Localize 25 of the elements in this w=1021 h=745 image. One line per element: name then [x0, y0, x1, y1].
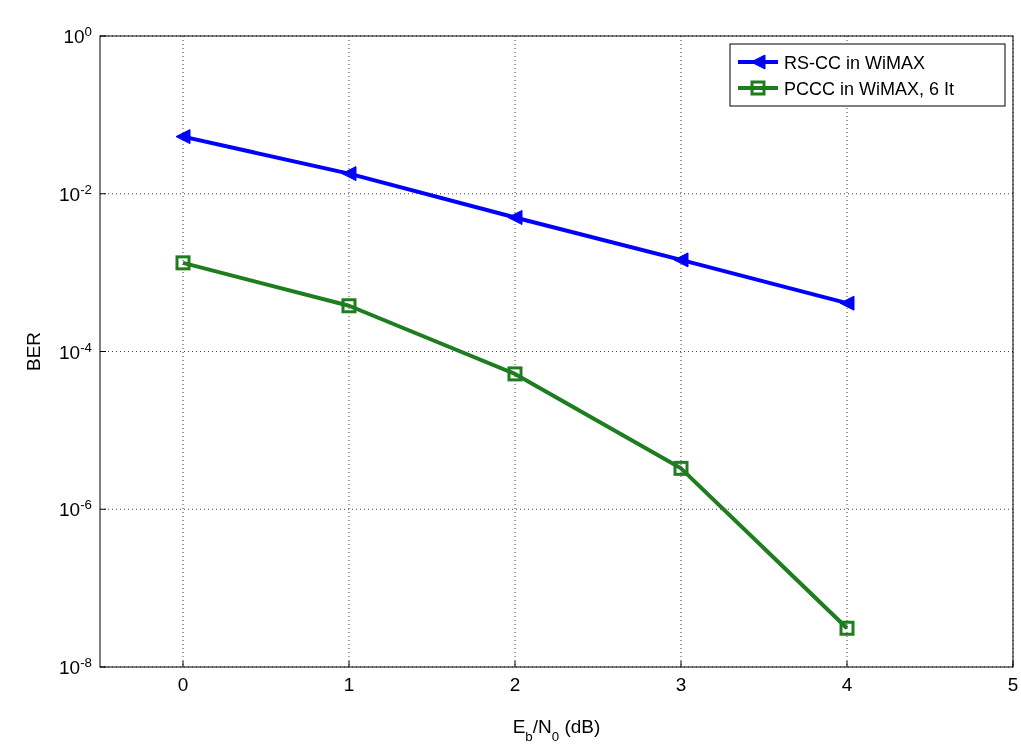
- x-tick-label: 5: [1007, 674, 1019, 695]
- x-tick-label: 3: [675, 674, 687, 695]
- point: [507, 366, 523, 382]
- y-tick-label: 10$^{-2}$: [59, 181, 92, 205]
- x-tick-label: 2: [509, 674, 521, 695]
- y-tick-label: 10$^{0}$: [63, 23, 92, 47]
- x-tick-label: 4: [841, 674, 853, 695]
- point: [175, 255, 191, 271]
- point: [341, 166, 357, 182]
- x-axis-title: E$_{b}$/N$_{0}$ (dB): [512, 716, 601, 744]
- point: [673, 252, 689, 268]
- y-tick-label: 10$^{-6}$: [59, 496, 92, 521]
- point: [839, 620, 855, 636]
- x-tick-label: 0: [177, 674, 189, 695]
- legend-label: PCCC in WiMAX, 6 It: [784, 79, 955, 99]
- legend-label: RS-CC in WiMAX: [784, 53, 926, 73]
- y-axis-title: BER: [23, 331, 44, 372]
- point: [673, 460, 689, 476]
- point: [175, 129, 191, 145]
- y-tick-label: 10$^{-8}$: [59, 654, 92, 678]
- x-tick-label: 1: [343, 674, 355, 695]
- point: [839, 295, 855, 311]
- point: [341, 298, 357, 314]
- point: [507, 209, 523, 225]
- y-tick-label: 10$^{-4}$: [59, 339, 92, 363]
